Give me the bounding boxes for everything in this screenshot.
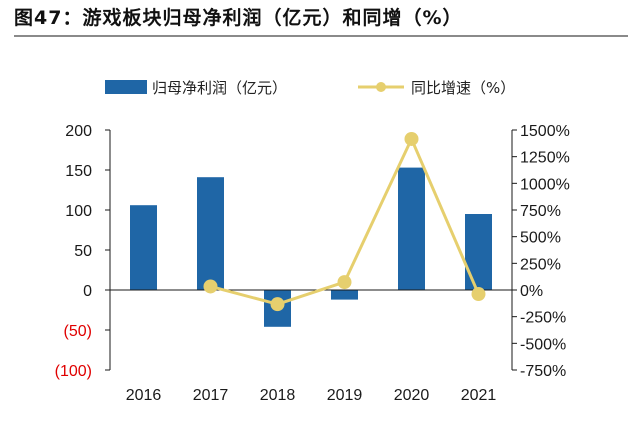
- right-axis-tick-label: 1250%: [520, 150, 570, 167]
- figure-title: 图47：游戏板块归母净利润（亿元）和同增（%）: [14, 3, 463, 30]
- legend-label-line: 同比增速（%）: [411, 79, 515, 97]
- left-axis-tick-label: 100: [65, 203, 92, 220]
- right-axis-tick-label: 250%: [520, 256, 561, 273]
- bar-2019: [331, 290, 358, 300]
- x-tick-label: 2021: [461, 387, 497, 404]
- legend-swatch-marker: [376, 82, 386, 92]
- x-tick-label: 2020: [394, 387, 430, 404]
- right-axis-tick-label: 1000%: [520, 176, 570, 193]
- growth-point-2017: [203, 279, 218, 294]
- legend-swatch-bar: [105, 80, 147, 94]
- bar-2021: [465, 214, 492, 290]
- right-axis-tick-label: -500%: [520, 336, 566, 353]
- right-axis-tick-label: 1500%: [520, 123, 570, 140]
- growth-point-2020: [404, 131, 419, 146]
- bar-2017: [197, 177, 224, 290]
- right-axis-tick-label: 750%: [520, 203, 561, 220]
- title-divider: [14, 35, 628, 37]
- bar-2016: [130, 205, 157, 290]
- legend: 归母净利润（亿元） 同比增速（%）: [105, 79, 515, 97]
- figure-title-text: 游戏板块归母净利润（亿元）和同增（%）: [82, 7, 463, 29]
- growth-point-2021: [471, 287, 486, 302]
- x-tick-label: 2016: [126, 387, 162, 404]
- right-axis-tick-label: -250%: [520, 310, 566, 327]
- legend-label-bar: 归母净利润（亿元）: [152, 79, 287, 97]
- line-series: [203, 131, 486, 312]
- x-tick-label: 2018: [260, 387, 296, 404]
- right-axis-tick-label: 0%: [520, 283, 543, 300]
- left-axis-tick-label: (50): [64, 323, 92, 340]
- figure-number: 图47：: [14, 7, 83, 29]
- bar-2020: [398, 167, 425, 290]
- left-axis: 200 150 100 50 0 (50) (100): [55, 123, 111, 380]
- right-axis: 1500% 1250% 1000% 750% 500% 250% 0% -250% -500% -…: [511, 123, 570, 380]
- x-axis-labels: 2016 2017 2018 2019 2020 2021: [126, 387, 497, 404]
- left-axis-tick-label: 150: [65, 163, 92, 180]
- right-axis-tick-label: -750%: [520, 363, 566, 380]
- x-tick-label: 2019: [327, 387, 363, 404]
- left-axis-tick-label: (100): [55, 363, 92, 380]
- growth-point-2018: [270, 297, 285, 312]
- growth-point-2019: [337, 275, 352, 290]
- left-axis-tick-label: 50: [74, 243, 92, 260]
- left-axis-tick-label: 0: [83, 283, 92, 300]
- left-axis-tick-label: 200: [65, 123, 92, 140]
- right-axis-tick-label: 500%: [520, 230, 561, 247]
- bar-series: [130, 167, 492, 327]
- x-tick-label: 2017: [193, 387, 229, 404]
